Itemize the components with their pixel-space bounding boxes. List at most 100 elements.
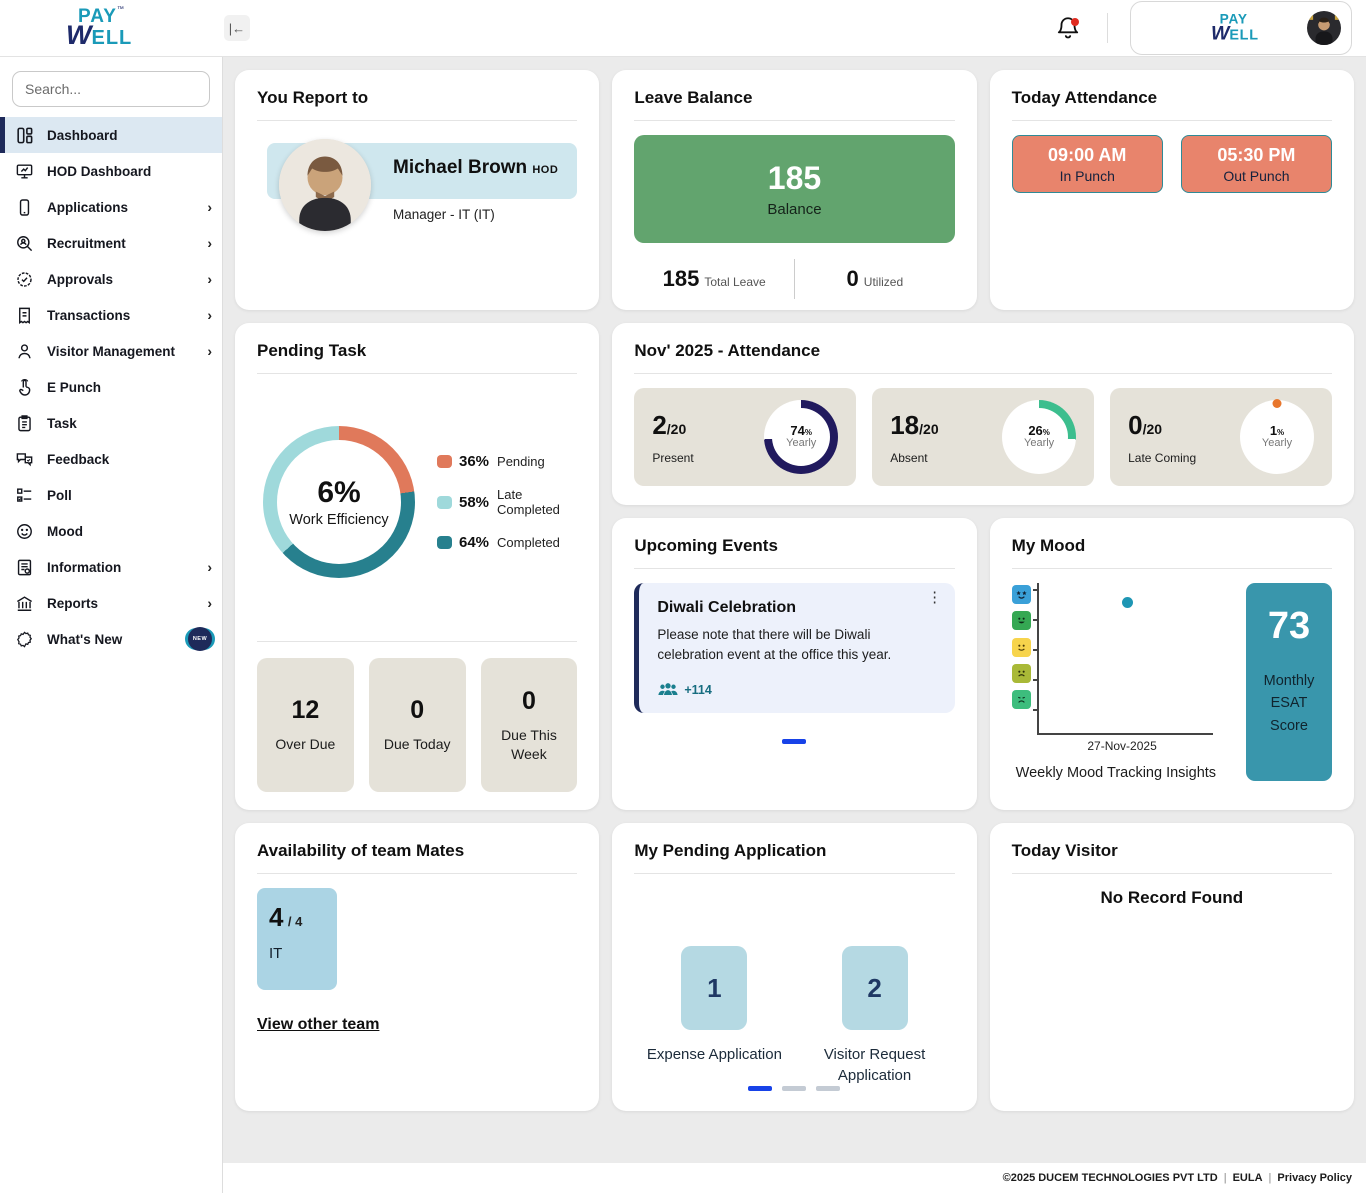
receipt-icon: [14, 305, 34, 325]
tap-hand-icon: [14, 377, 34, 397]
absent-yearly-ring: 26% Yearly: [1002, 400, 1077, 474]
paywell-mini-logo: PAY WELL: [1211, 12, 1259, 44]
my-mood-card: My Mood: [989, 518, 1354, 810]
header-divider: [1107, 13, 1108, 43]
footer: ©2025 DUCEM TECHNOLOGIES PVT LTD | EULA …: [223, 1163, 1366, 1193]
sidebar-item-visitor-management[interactable]: Visitor Management ›: [0, 333, 222, 369]
today-attendance-card: Today Attendance 09:00 AM In Punch 05:30…: [989, 70, 1354, 310]
out-punch-label: Out Punch: [1223, 167, 1290, 184]
bank-icon: [14, 593, 34, 613]
dashboard-icon: [14, 125, 34, 145]
donut-legend: 36% Pending 58% Late Completed 64% Complete…: [437, 453, 577, 551]
view-other-team-link[interactable]: View other team: [257, 1016, 380, 1033]
utilized-leave-stat: 0 Utilized: [846, 266, 904, 291]
monthly-attendance-card: Nov' 2025 - Attendance 2/20 Present 74% Ye…: [612, 323, 1354, 505]
card-title: Nov' 2025 - Attendance: [634, 341, 821, 360]
user-menu[interactable]: PAY WELL: [1130, 1, 1352, 55]
sidebar-item-whats-new[interactable]: What's New NEW: [0, 621, 222, 657]
late-coming-yearly-ring: 1% Yearly: [1240, 399, 1314, 474]
event-menu-kebab-icon[interactable]: ⋮: [927, 589, 943, 606]
sidebar-item-e-punch[interactable]: E Punch: [0, 369, 222, 405]
main-content: You Report to Michael Brown HOD Manager …: [223, 57, 1366, 1163]
copyright-text: ©2025 DUCEM TECHNOLOGIES PVT LTD: [1002, 1172, 1218, 1184]
sidebar-collapse-button[interactable]: |←: [224, 15, 250, 41]
search-input[interactable]: [12, 71, 210, 107]
mood-data-point: [1122, 596, 1134, 608]
chevron-right-icon: ›: [207, 559, 212, 575]
notification-bell-icon[interactable]: [1055, 15, 1081, 41]
legend-chip: [437, 455, 452, 468]
event-attendees: +114: [657, 682, 936, 697]
recruitment-search-icon: [14, 233, 34, 253]
card-title: Today Attendance: [1011, 88, 1158, 107]
team-availability-card: Availability of team Mates 4 / 4 IT View…: [235, 823, 600, 1111]
mood-sad-icon: [1011, 663, 1031, 683]
out-punch-time: 05:30 PM: [1217, 144, 1296, 165]
sidebar-item-transactions[interactable]: Transactions ›: [0, 297, 222, 333]
eula-link[interactable]: EULA: [1232, 1172, 1263, 1184]
sidebar-item-approvals[interactable]: Approvals ›: [0, 261, 222, 297]
card-title: Today Visitor: [1011, 841, 1118, 860]
report-to-card: You Report to Michael Brown HOD Manager …: [235, 70, 600, 310]
carousel-bar-active[interactable]: [748, 1086, 773, 1091]
sidebar-item-feedback[interactable]: Feedback: [0, 441, 222, 477]
sidebar-item-hod-dashboard[interactable]: HOD Dashboard: [0, 153, 222, 189]
sidebar-item-reports[interactable]: Reports ›: [0, 585, 222, 621]
events-carousel-indicator: [634, 739, 954, 745]
out-punch-tile: 05:30 PM Out Punch: [1180, 135, 1332, 193]
carousel-bar-active[interactable]: [782, 739, 807, 745]
team-availability-tile: 4 / 4 IT: [257, 888, 337, 990]
expense-application-item[interactable]: 1 Expense Application: [639, 946, 789, 1086]
people-icon: [658, 683, 678, 696]
chevron-right-icon: ›: [207, 271, 212, 287]
mood-x-axis-label: 27-Nov-2025: [1087, 739, 1157, 753]
leave-balance-value: 185: [767, 160, 822, 196]
sidebar-item-task[interactable]: Task: [0, 405, 222, 441]
leave-balance-box: 185 Balance: [634, 135, 955, 243]
card-title: Pending Task: [257, 341, 367, 360]
chat-bubbles-icon: [14, 449, 34, 469]
manager-name: Michael Brown HOD: [393, 157, 559, 178]
sidebar-item-poll[interactable]: Poll: [0, 477, 222, 513]
sidebar-item-applications[interactable]: Applications ›: [0, 189, 222, 225]
chevron-right-icon: ›: [207, 595, 212, 611]
legend-item-pending: 36% Pending: [437, 453, 577, 470]
user-avatar[interactable]: [1307, 11, 1341, 45]
sidebar-item-recruitment[interactable]: Recruitment ›: [0, 225, 222, 261]
mood-scale: [1011, 583, 1037, 735]
event-description: Please note that there will be Diwali ce…: [657, 627, 892, 662]
visitor-request-application-item[interactable]: 2 Visitor Request Application: [800, 946, 950, 1086]
total-leave-stat: 185 Total Leave: [662, 266, 766, 291]
top-header: PAY ™ WELL |← PAY WELL: [0, 0, 1366, 57]
work-efficiency-donut-chart: 6% Work Efficiency: [263, 426, 415, 578]
new-badge: NEW: [188, 627, 212, 651]
in-punch-tile: 09:00 AM In Punch: [1011, 135, 1163, 193]
card-title: Upcoming Events: [634, 536, 778, 555]
sidebar-item-information[interactable]: Information ›: [0, 549, 222, 585]
team-department: IT: [269, 945, 283, 962]
chevron-right-icon: ›: [207, 199, 212, 215]
upcoming-events-card: Upcoming Events Diwali Celebration ⋮ Ple…: [612, 518, 977, 810]
paywell-logo: PAY ™ WELL: [66, 6, 133, 50]
work-efficiency-label: Work Efficiency: [289, 512, 389, 528]
carousel-bar[interactable]: [782, 1086, 807, 1091]
legend-chip: [437, 536, 452, 549]
sidebar-item-mood[interactable]: Mood: [0, 513, 222, 549]
phone-icon: [14, 197, 34, 217]
present-yearly-ring: 74% Yearly: [764, 400, 839, 474]
manager-role-tag: HOD: [532, 164, 559, 176]
event-item: Diwali Celebration ⋮ Please note that th…: [634, 583, 955, 714]
mood-chart: 27-Nov-2025: [1011, 583, 1216, 753]
esat-score-label: Monthly ESAT Score: [1263, 673, 1315, 734]
mood-chart-caption: Weekly Mood Tracking Insights: [1015, 765, 1217, 781]
notification-badge: [1071, 18, 1079, 26]
chevron-right-icon: ›: [207, 235, 212, 251]
approval-badge-icon: [14, 269, 34, 289]
event-title: Diwali Celebration: [657, 599, 797, 616]
mood-plot-area: 27-Nov-2025: [1032, 583, 1213, 753]
sidebar-item-dashboard[interactable]: Dashboard: [0, 117, 222, 153]
mood-excited-icon: [1011, 585, 1031, 604]
card-title: My Mood: [1011, 536, 1086, 555]
carousel-bar[interactable]: [816, 1086, 841, 1091]
privacy-policy-link[interactable]: Privacy Policy: [1277, 1172, 1352, 1184]
